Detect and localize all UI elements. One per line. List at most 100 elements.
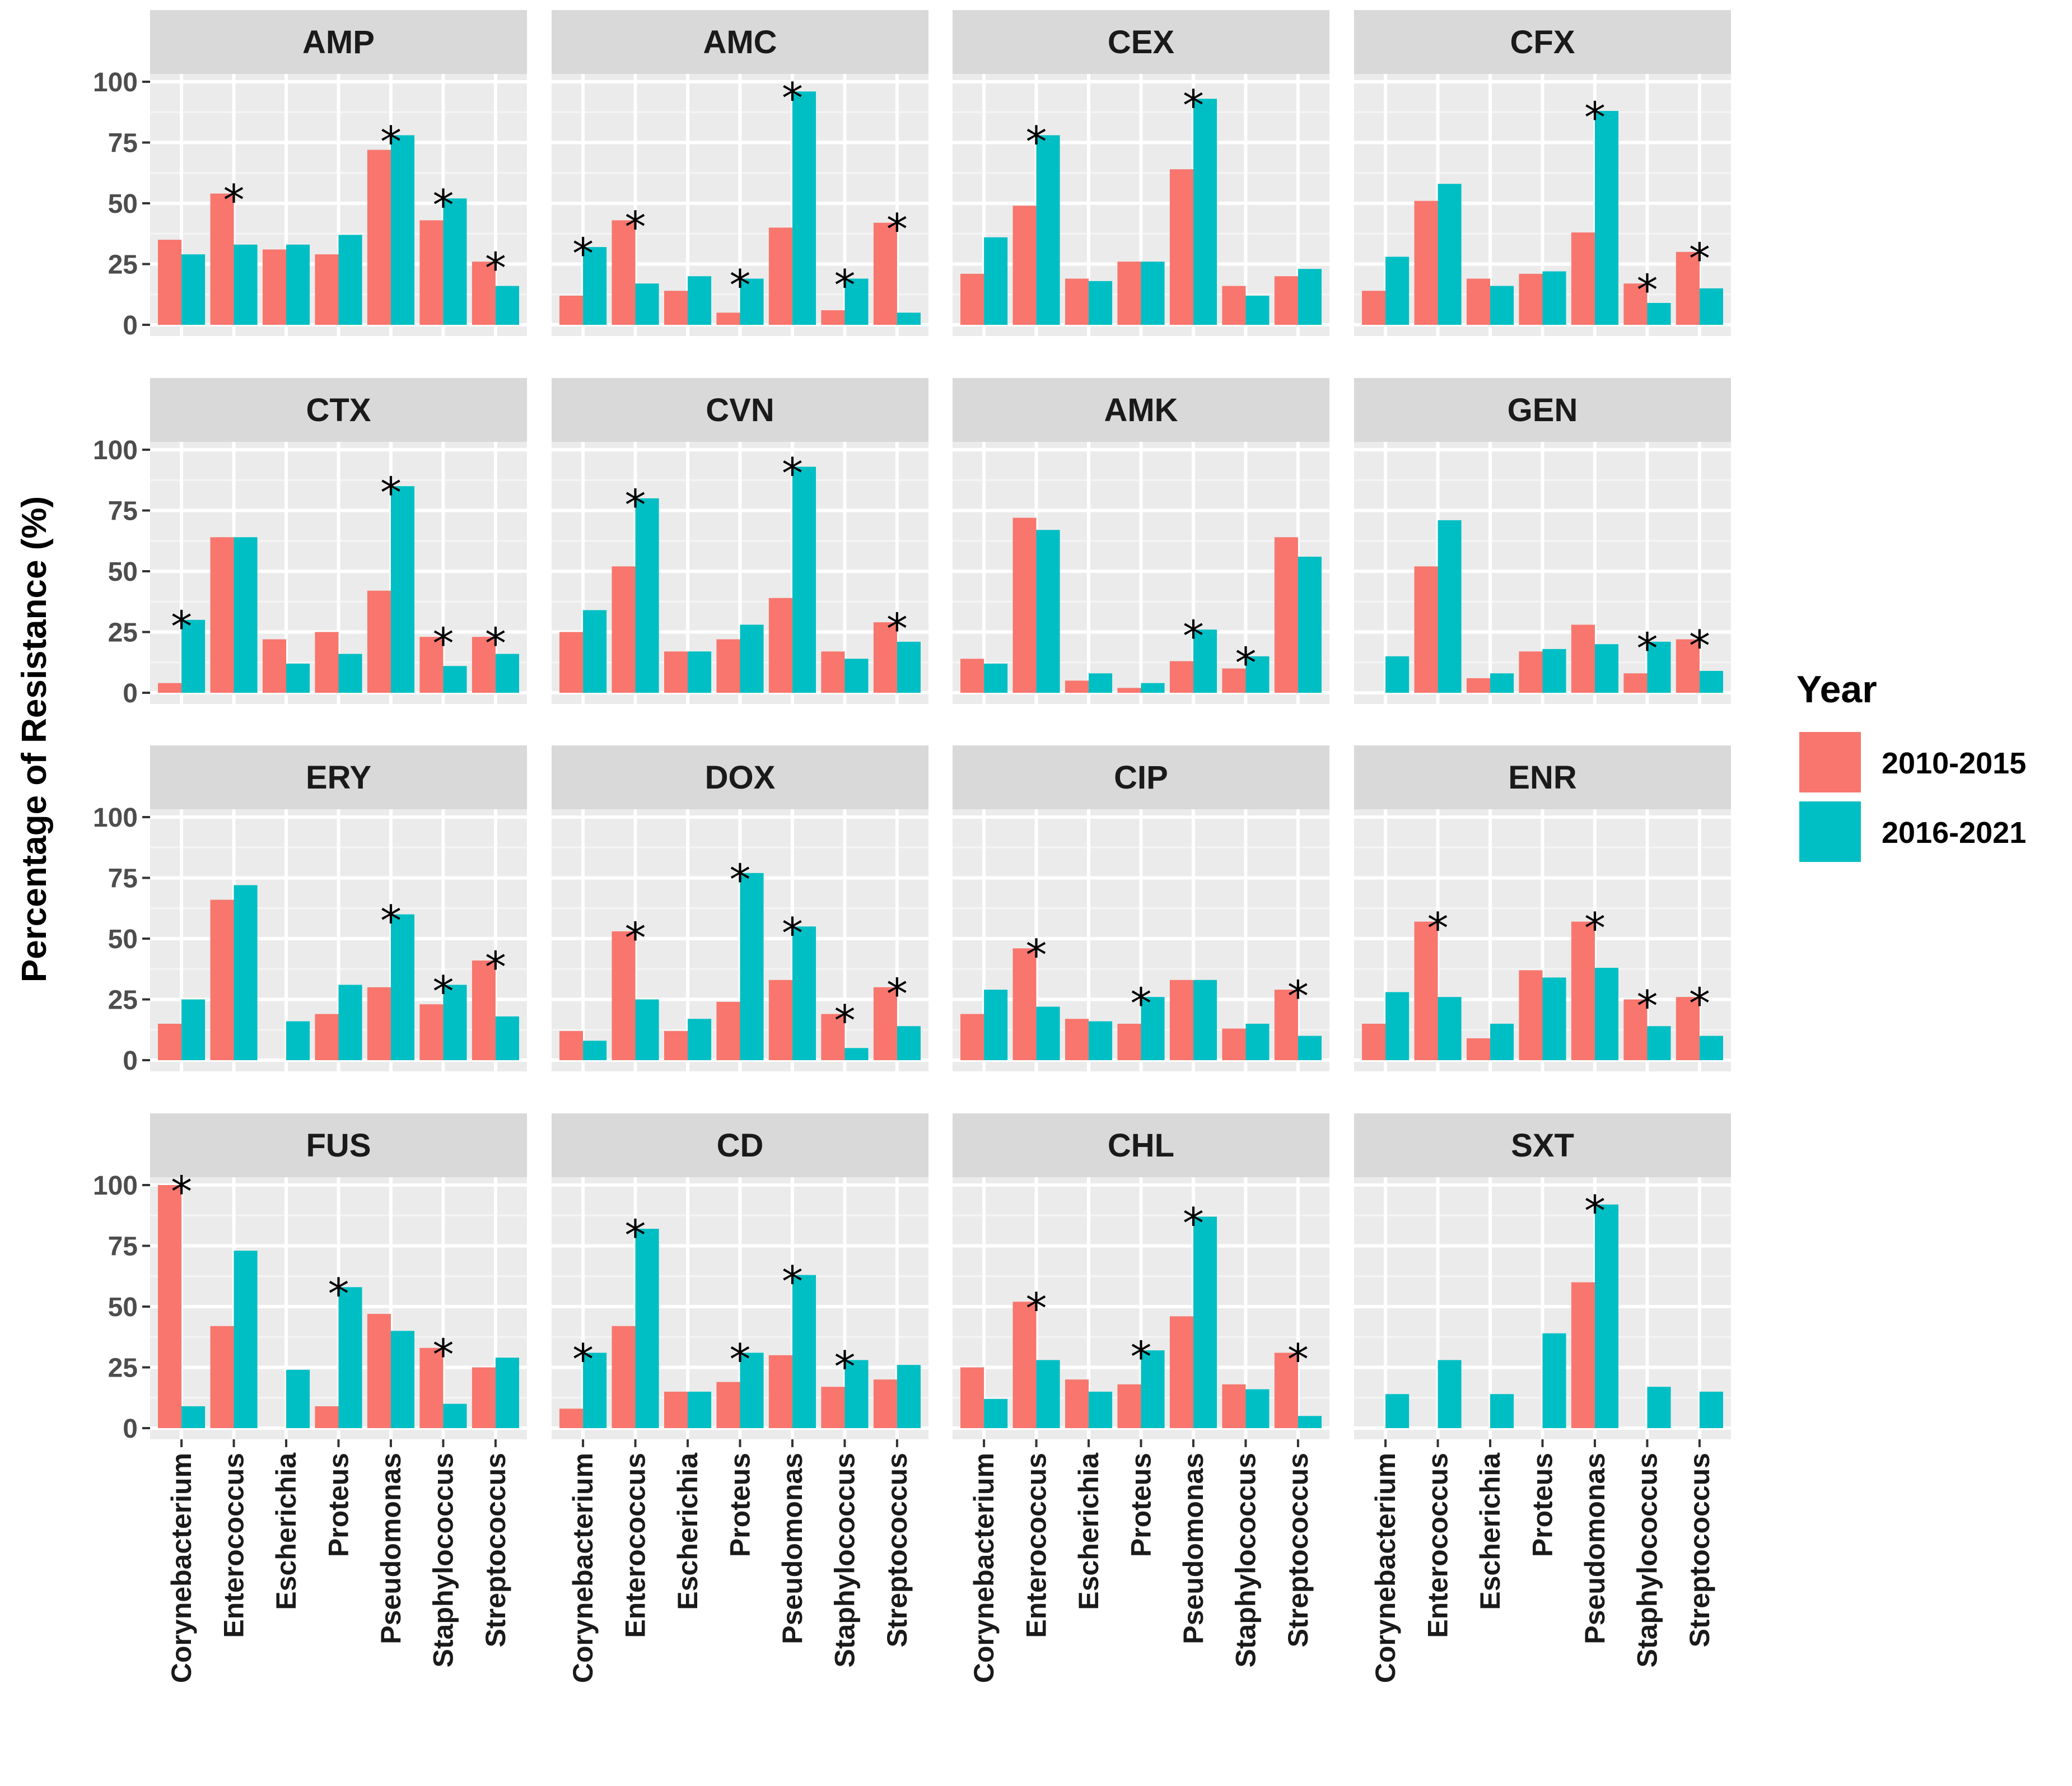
legend-key-2016-2021 xyxy=(1797,799,1863,864)
bar-amk-pseudomonas-2010-2015 xyxy=(1169,661,1193,693)
facet-panel-amp: AMP * * * * 0 25 50 75 100 xyxy=(93,10,527,341)
y-tick-label: 50 xyxy=(108,557,138,587)
y-tick-label: 25 xyxy=(108,1354,138,1383)
y-tick-label: 50 xyxy=(108,189,138,219)
facet-panel-dox: DOX * * * * * xyxy=(552,745,928,1071)
significance-star: * xyxy=(380,116,402,166)
bar-cvn-corynebacterium-2016-2021 xyxy=(583,610,607,693)
bar-gen-enterococcus-2010-2015 xyxy=(1414,566,1438,693)
significance-star: * xyxy=(1026,116,1047,166)
bar-ctx-pseudomonas-2010-2015 xyxy=(367,590,391,693)
facet-strip xyxy=(953,10,1329,74)
significance-star: * xyxy=(1636,623,1658,673)
facet-strip xyxy=(1354,745,1731,809)
bar-enr-pseudomonas-2016-2021 xyxy=(1594,968,1619,1060)
bar-cip-pseudomonas-2010-2015 xyxy=(1169,980,1193,1060)
bar-amk-corynebacterium-2010-2015 xyxy=(960,659,984,693)
bar-chl-streptococcus-2010-2015 xyxy=(1274,1353,1298,1428)
bar-chl-proteus-2010-2015 xyxy=(1117,1384,1141,1428)
bar-cex-corynebacterium-2010-2015 xyxy=(960,273,984,325)
bar-cvn-proteus-2010-2015 xyxy=(716,639,740,693)
significance-star: * xyxy=(171,601,192,651)
bar-cip-corynebacterium-2010-2015 xyxy=(960,1014,984,1060)
bar-fus-corynebacterium-2010-2015 xyxy=(158,1185,182,1428)
legend-label: 2010-2015 xyxy=(1882,747,2026,780)
x-tick-label: Enterococcus xyxy=(1021,1453,1052,1638)
bar-cfx-corynebacterium-2016-2021 xyxy=(1385,257,1410,325)
bar-dox-corynebacterium-2010-2015 xyxy=(559,1030,584,1060)
facet-strip xyxy=(1354,378,1731,442)
bar-cvn-pseudomonas-2016-2021 xyxy=(792,467,816,693)
facet-panel-chl: CHL****Corynebacterium Enterococcus Escher… xyxy=(953,1113,1329,1683)
bar-cip-escherichia-2016-2021 xyxy=(1089,1021,1113,1060)
bar-amp-escherichia-2016-2021 xyxy=(286,244,310,325)
bar-sxt-proteus-2016-2021 xyxy=(1542,1333,1566,1428)
bar-fus-proteus-2010-2015 xyxy=(315,1406,339,1428)
bar-cip-pseudomonas-2016-2021 xyxy=(1193,980,1217,1060)
y-tick-label: 75 xyxy=(108,1232,138,1262)
facet-panel-ctx: CTX * * * * 0 25 50 75 100 xyxy=(93,378,527,708)
bar-ery-enterococcus-2010-2015 xyxy=(210,899,234,1060)
significance-star: * xyxy=(834,260,855,310)
bar-cfx-escherichia-2016-2021 xyxy=(1490,286,1514,325)
bar-enr-enterococcus-2016-2021 xyxy=(1438,997,1462,1060)
bar-fus-streptococcus-2010-2015 xyxy=(472,1367,496,1428)
x-tick-label: Escherichia xyxy=(270,1452,302,1610)
facet-title: AMC xyxy=(703,24,777,60)
bar-dox-pseudomonas-2010-2015 xyxy=(768,980,792,1060)
bar-ery-proteus-2016-2021 xyxy=(338,985,362,1060)
bar-cip-enterococcus-2010-2015 xyxy=(1012,948,1037,1060)
facet-panel-cfx: CFX*** xyxy=(1354,10,1731,336)
bar-amp-pseudomonas-2016-2021 xyxy=(390,135,415,325)
x-tick-label: Escherichia xyxy=(1474,1452,1506,1610)
bar-amp-pseudomonas-2010-2015 xyxy=(367,150,391,325)
y-tick-label: 25 xyxy=(108,250,138,280)
significance-star: * xyxy=(380,468,402,517)
significance-star: * xyxy=(782,908,803,958)
facet-title: AMP xyxy=(302,24,375,60)
y-tick-label: 75 xyxy=(108,129,138,158)
facet-title: DOX xyxy=(705,759,776,796)
bar-fus-streptococcus-2016-2021 xyxy=(495,1358,519,1428)
bar-amc-streptococcus-2010-2015 xyxy=(873,222,897,325)
y-tick-label: 25 xyxy=(108,986,138,1015)
legend-label: 2016-2021 xyxy=(1882,816,2026,850)
bar-gen-proteus-2016-2021 xyxy=(1542,649,1566,693)
bar-cex-streptococcus-2016-2021 xyxy=(1298,269,1322,325)
bar-amk-staphylococcus-2016-2021 xyxy=(1245,656,1270,693)
facet-panel-cd: CD * * * * * Corynebacterium Enterococcus Escher… xyxy=(552,1113,928,1683)
bar-dox-corynebacterium-2016-2021 xyxy=(583,1041,607,1060)
significance-star: * xyxy=(886,604,908,654)
bar-cex-escherichia-2010-2015 xyxy=(1065,278,1089,325)
bar-chl-escherichia-2010-2015 xyxy=(1065,1379,1089,1428)
facet-title: CEX xyxy=(1108,24,1175,60)
bar-cfx-corynebacterium-2010-2015 xyxy=(1362,291,1386,325)
bar-gen-staphylococcus-2010-2015 xyxy=(1623,673,1648,693)
bar-cip-enterococcus-2016-2021 xyxy=(1036,1006,1060,1060)
bar-cex-pseudomonas-2016-2021 xyxy=(1193,99,1217,325)
bar-gen-streptococcus-2016-2021 xyxy=(1699,670,1723,693)
significance-star: * xyxy=(730,1334,751,1384)
bar-amk-pseudomonas-2016-2021 xyxy=(1193,629,1217,693)
facet-panel-cvn: CVN*** xyxy=(552,378,928,704)
bar-cvn-staphylococcus-2016-2021 xyxy=(844,659,869,693)
x-tick-label: Staphylococcus xyxy=(1631,1453,1663,1667)
significance-star: * xyxy=(1235,638,1256,688)
bar-cex-proteus-2016-2021 xyxy=(1141,262,1165,325)
bar-dox-proteus-2016-2021 xyxy=(740,873,764,1060)
bar-amp-proteus-2016-2021 xyxy=(338,235,362,325)
bar-enr-proteus-2010-2015 xyxy=(1519,970,1543,1060)
bar-fus-staphylococcus-2010-2015 xyxy=(419,1347,444,1428)
bar-ery-staphylococcus-2016-2021 xyxy=(443,985,467,1060)
bar-cex-escherichia-2016-2021 xyxy=(1089,281,1113,325)
significance-star: * xyxy=(223,175,245,225)
bar-sxt-pseudomonas-2010-2015 xyxy=(1571,1282,1595,1428)
facet-strip xyxy=(1354,1113,1731,1177)
facet-panel-ery: ERY * * * 0 25 50 75 100 xyxy=(93,745,527,1076)
bar-amc-escherichia-2010-2015 xyxy=(664,291,688,325)
bar-ctx-corynebacterium-2016-2021 xyxy=(181,619,206,693)
facet-title: CD xyxy=(717,1127,764,1164)
bar-dox-escherichia-2010-2015 xyxy=(664,1030,688,1060)
significance-star: * xyxy=(834,1341,855,1391)
bar-fus-escherichia-2016-2021 xyxy=(286,1369,310,1428)
